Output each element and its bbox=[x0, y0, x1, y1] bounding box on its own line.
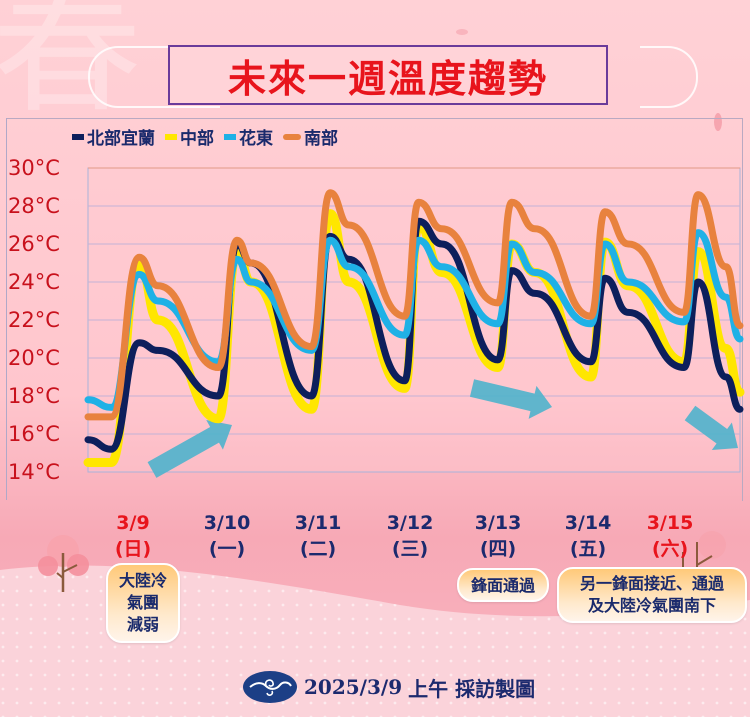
legend-swatch-navy-icon bbox=[72, 133, 84, 140]
trend-arrow-icon bbox=[147, 419, 233, 478]
footer-date: 2025/3/9 bbox=[304, 675, 403, 699]
legend-item-east: 花東 bbox=[224, 124, 273, 149]
note-cold-air-weakening: 大陸冷 氣團 減弱 bbox=[106, 563, 180, 643]
day-date: 3/11 bbox=[294, 512, 342, 534]
legend-swatch-blue-icon bbox=[224, 133, 236, 140]
trend-arrow-icon bbox=[684, 405, 739, 450]
day-weekday: (一) bbox=[208, 538, 246, 560]
footer-credit: 2025/3/9 上午 採訪製圖 bbox=[242, 670, 535, 704]
day-label: 3/14 (五) bbox=[548, 510, 628, 562]
day-weekday: (二) bbox=[299, 538, 337, 560]
y-tick-label: 14°C bbox=[8, 460, 60, 484]
series-line-3 bbox=[84, 189, 744, 421]
day-weekday: (四) bbox=[479, 538, 517, 560]
note-line: 鋒面通過 bbox=[470, 576, 535, 595]
day-weekday: (六) bbox=[651, 538, 689, 560]
title-box: 未來一週溫度趨勢 bbox=[168, 45, 608, 105]
day-weekday: (五) bbox=[569, 538, 607, 560]
y-tick-label: 24°C bbox=[8, 270, 60, 294]
chart-legend: 北部宜蘭 中部 花東 南部 bbox=[72, 124, 338, 149]
title-decoration-left bbox=[88, 46, 220, 108]
day-date: 3/15 bbox=[646, 512, 694, 534]
page-title: 未來一週溫度趨勢 bbox=[227, 56, 548, 101]
y-tick-label: 18°C bbox=[8, 384, 60, 408]
background-spring-character: 春 bbox=[0, 0, 143, 134]
day-label: 3/9 (日) bbox=[93, 510, 173, 562]
note-line: 氣團 bbox=[126, 593, 159, 612]
day-date: 3/14 bbox=[564, 512, 612, 534]
note-front-passing: 鋒面通過 bbox=[457, 568, 549, 602]
note-line: 大陸冷 bbox=[118, 571, 167, 590]
day-date: 3/10 bbox=[203, 512, 251, 534]
legend-item-north: 北部宜蘭 bbox=[72, 124, 155, 149]
footer-text: 上午 採訪製圖 bbox=[408, 676, 536, 701]
y-tick-label: 26°C bbox=[8, 232, 60, 256]
day-label: 3/13 (四) bbox=[458, 510, 538, 562]
y-tick-label: 28°C bbox=[8, 194, 60, 218]
day-date: 3/12 bbox=[386, 512, 434, 534]
y-tick-label: 16°C bbox=[8, 422, 60, 446]
legend-label: 花東 bbox=[239, 129, 273, 149]
legend-label: 南部 bbox=[304, 129, 338, 149]
day-label: 3/12 (三) bbox=[370, 510, 450, 562]
chart-frame bbox=[6, 118, 743, 501]
y-tick-label: 20°C bbox=[8, 346, 60, 370]
note-line: 及大陸冷氣團南下 bbox=[587, 596, 716, 615]
tree-decoration-left-icon bbox=[38, 535, 89, 592]
day-weekday: (三) bbox=[391, 538, 429, 560]
day-label: 3/10 (一) bbox=[187, 510, 267, 562]
legend-swatch-yellow-icon bbox=[165, 133, 177, 140]
y-tick-label: 22°C bbox=[8, 308, 60, 332]
legend-label: 中部 bbox=[180, 129, 214, 149]
day-date: 3/13 bbox=[474, 512, 522, 534]
day-label: 3/15 (六) bbox=[630, 510, 710, 562]
legend-label: 北部宜蘭 bbox=[87, 129, 155, 149]
trend-arrow-icon bbox=[469, 379, 552, 419]
day-label: 3/11 (二) bbox=[278, 510, 358, 562]
note-line: 另一鋒面接近、通過 bbox=[579, 574, 724, 593]
legend-swatch-orange-icon bbox=[283, 133, 301, 140]
petal-icon bbox=[714, 113, 722, 131]
y-tick-label: 30°C bbox=[8, 156, 60, 180]
note-line: 減弱 bbox=[126, 615, 159, 634]
day-date: 3/9 bbox=[116, 512, 150, 534]
legend-item-south: 南部 bbox=[283, 124, 338, 149]
chart-axis-frame bbox=[6, 118, 163, 500]
legend-item-central: 中部 bbox=[165, 124, 214, 149]
cwa-logo-icon bbox=[243, 671, 297, 703]
day-weekday: (日) bbox=[114, 538, 152, 560]
title-decoration-right bbox=[640, 46, 698, 108]
note-another-front: 另一鋒面接近、通過 及大陸冷氣團南下 bbox=[557, 567, 747, 623]
